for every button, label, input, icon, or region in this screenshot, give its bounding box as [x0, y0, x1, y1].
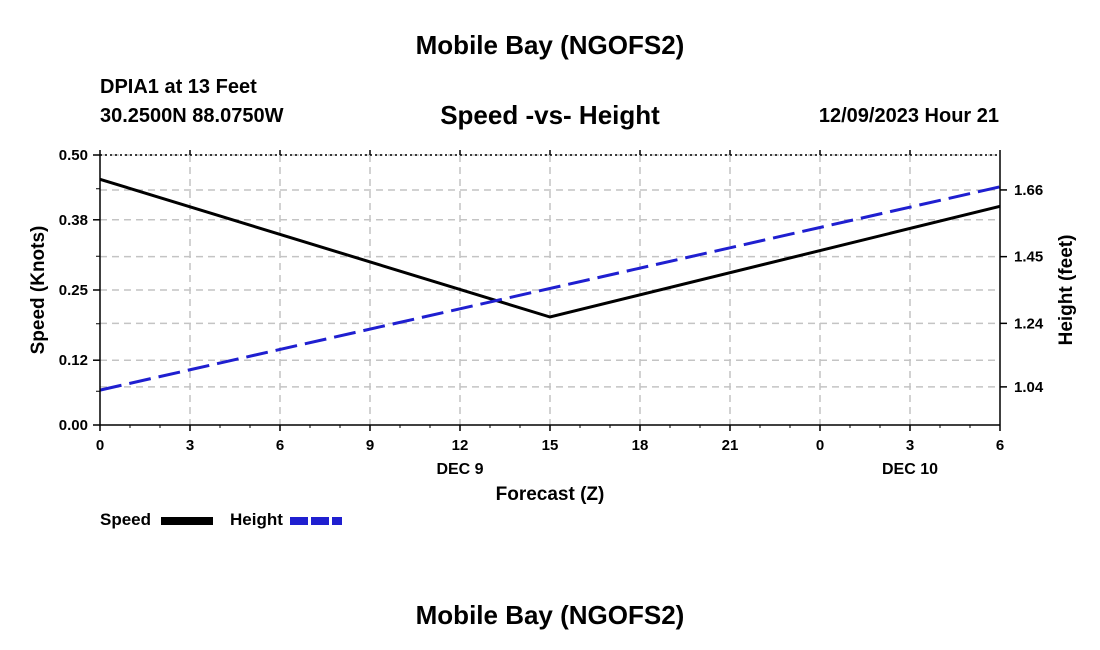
legend-label-height: Height [230, 510, 283, 529]
station-coordinates: 30.2500N 88.0750W [100, 105, 284, 127]
x-tick-label: 0 [816, 437, 824, 454]
y-right-tick-label: 1.66 [1014, 182, 1043, 199]
label-layer: 0 3 6 9 12 15 18 21 0 3 6 DEC 9 DEC 10 Forecast (Z) 0.… [28, 147, 1077, 505]
legend-label-speed: Speed [100, 510, 152, 529]
chart-main-title: Mobile Bay (NGOFS2) [415, 30, 685, 60]
x-tick-label: 18 [632, 437, 649, 454]
y-right-tick-label: 1.04 [1014, 379, 1044, 396]
x-tick-label: 3 [906, 437, 914, 454]
x-tick-label: 6 [276, 437, 284, 454]
x-tick-label: 0 [96, 437, 104, 454]
x-tick-label: 9 [366, 437, 374, 454]
x-axis-title: Forecast (Z) [496, 484, 605, 505]
station-label: DPIA1 at 13 Feet [100, 76, 257, 98]
y-left-tick-label: 0.25 [59, 282, 88, 299]
series-line-height [99, 185, 1001, 392]
x-tick-label: 21 [722, 437, 739, 454]
y-left-axis-title: Speed (Knots) [28, 226, 49, 355]
y-left-tick-label: 0.50 [59, 147, 88, 164]
x-tick-label: 15 [542, 437, 559, 454]
y-left-tick-label: 0.00 [59, 417, 88, 434]
y-right-tick-label: 1.45 [1014, 249, 1043, 266]
y-right-tick-label: 1.24 [1014, 315, 1044, 332]
x-tick-label: 6 [996, 437, 1004, 454]
y-right-axis-title: Height (feet) [1056, 235, 1077, 346]
grid-layer [100, 154, 1000, 425]
chart-subtitle: Speed -vs- Height [440, 100, 660, 130]
footer-title: Mobile Bay (NGOFS2) [415, 600, 685, 630]
x-tick-label: 3 [186, 437, 194, 454]
axis-layer [93, 150, 1007, 431]
forecast-datetime: 12/09/2023 Hour 21 [818, 105, 999, 127]
legend-swatch-height [290, 517, 342, 525]
legend-swatch-speed [161, 517, 213, 525]
series-layer [99, 177, 1001, 392]
x-tick-label: 12 [452, 437, 469, 454]
y-left-tick-label: 0.12 [59, 352, 88, 369]
x-day-label: DEC 9 [436, 461, 483, 478]
x-day-label: DEC 10 [882, 461, 938, 478]
series-line-speed [99, 177, 1001, 319]
y-left-tick-label: 0.38 [59, 212, 88, 229]
